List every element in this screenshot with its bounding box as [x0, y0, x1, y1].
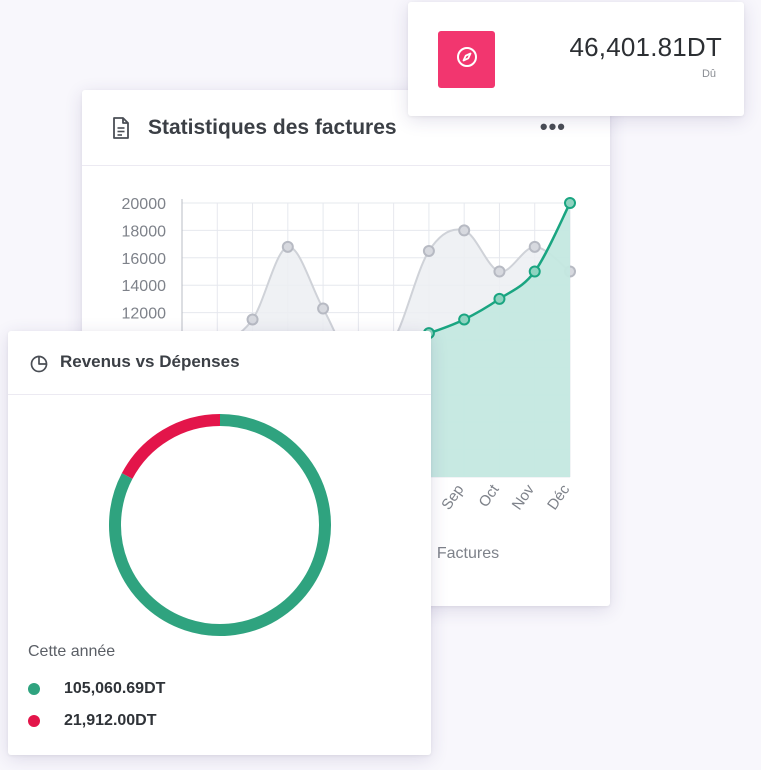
- x-tick-label: Nov: [509, 481, 539, 513]
- due-amount: 46,401.81DT: [569, 32, 722, 62]
- revenue-expenses-donut: [109, 414, 331, 636]
- document-icon: [110, 116, 132, 145]
- revenue-expenses-header: Revenus vs Dépenses: [8, 331, 431, 395]
- legend-item-expenses: 21,912.00DT: [28, 710, 157, 732]
- data-point-s0-10[interactable]: [528, 265, 541, 278]
- y-tick-label: 18000: [122, 223, 167, 240]
- pie-chart-icon: [29, 354, 49, 379]
- x-axis-title: Factures: [437, 545, 499, 562]
- more-options-button[interactable]: •••: [539, 114, 566, 139]
- legend-value-expenses: 21,912.00DT: [64, 712, 157, 729]
- x-tick-label: Sep: [438, 482, 467, 514]
- legend-dot-expenses: [28, 715, 40, 727]
- data-point-s1-2[interactable]: [246, 313, 259, 326]
- data-point-s1-3[interactable]: [281, 240, 294, 253]
- due-amount-card: 46,401.81DT Dû: [408, 2, 744, 116]
- due-label: Dû: [701, 68, 716, 80]
- revenue-expenses-title: Revenus vs Dépenses: [60, 352, 240, 371]
- donut-slice-1[interactable]: [121, 414, 221, 479]
- y-tick-label: 14000: [122, 278, 167, 295]
- period-label: Cette année: [28, 643, 116, 660]
- y-tick-label: 20000: [122, 196, 167, 213]
- data-point-s0-9[interactable]: [493, 292, 506, 305]
- data-point-s0-8[interactable]: [458, 313, 471, 326]
- legend-dot-revenue: [28, 683, 40, 695]
- data-point-s1-7[interactable]: [422, 244, 435, 257]
- legend-value-revenue: 105,060.69DT: [64, 680, 166, 697]
- data-point-s1-10[interactable]: [528, 240, 541, 253]
- data-point-s1-9[interactable]: [493, 265, 506, 278]
- due-badge: [438, 31, 495, 88]
- legend-item-revenue: 105,060.69DT: [28, 678, 165, 700]
- data-point-s1-8[interactable]: [458, 224, 471, 237]
- revenue-expenses-card: Revenus vs Dépenses Cette année 105,060.…: [8, 331, 431, 755]
- y-tick-label: 16000: [122, 251, 167, 268]
- data-point-s0-11[interactable]: [564, 197, 576, 209]
- invoice-stats-header: Statistiques des factures •••: [82, 90, 610, 166]
- donut-slice-0[interactable]: [109, 414, 331, 636]
- x-tick-label: Déc: [544, 481, 574, 513]
- compass-icon: [455, 45, 479, 74]
- x-tick-label: Oct: [475, 481, 503, 511]
- data-point-s1-4[interactable]: [317, 302, 330, 315]
- invoice-stats-title: Statistiques des factures: [148, 116, 397, 139]
- y-tick-label: 12000: [122, 306, 167, 323]
